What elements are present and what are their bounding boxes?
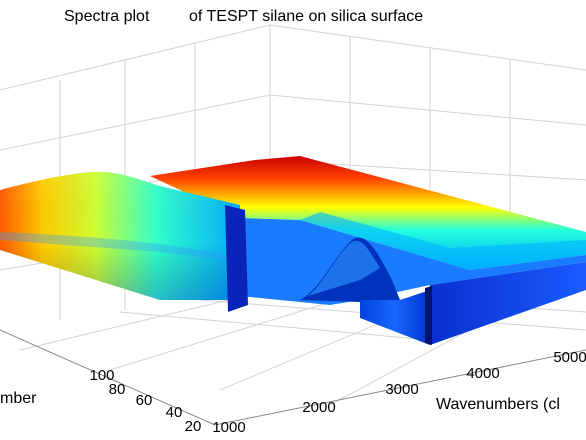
surface-left-shading [0, 171, 240, 300]
surface-front-dark-edge [425, 286, 432, 345]
y-axis-ticks: 100 80 60 40 20 [89, 367, 201, 435]
x-tick-label: 1000 [212, 419, 245, 436]
chart-title-part1: Spectra plot [64, 8, 150, 25]
y-tick-label: 100 [89, 367, 114, 384]
surface-front-face [360, 290, 430, 345]
x-tick-label: 4000 [466, 365, 499, 382]
x-tick-label: 2000 [302, 399, 335, 416]
x-tick-label: 5000 [553, 349, 586, 366]
surface-front-wall-right [430, 262, 586, 345]
surface-top-plateau [150, 156, 586, 270]
y-tick-label: 20 [185, 418, 202, 435]
y-axis-label: mber [0, 390, 37, 407]
surface-peak-highlight [308, 240, 380, 296]
y-tick-label: 60 [136, 392, 153, 409]
chart-title-part2: of TESPT silane on silica surface [189, 8, 423, 25]
surface-left-ridge [0, 232, 240, 262]
x-axis-label: Wavenumbers (cl [436, 396, 560, 413]
surface-right-highlight [300, 212, 586, 270]
x-tick-label: 3000 [385, 381, 418, 398]
surface-step-wall [225, 205, 248, 312]
y-tick-label: 80 [109, 381, 126, 398]
axes-box [0, 329, 586, 426]
x-axis-ticks: 1000 2000 3000 4000 5000 [212, 349, 586, 436]
y-tick-label: 40 [166, 404, 183, 421]
